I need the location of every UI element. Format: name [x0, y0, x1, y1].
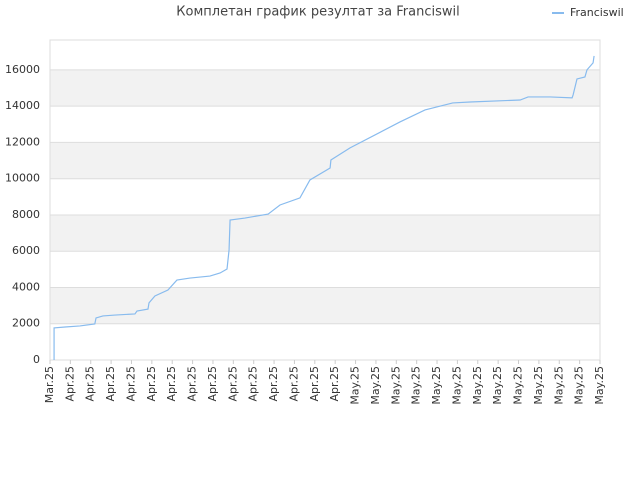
x-tick-label: Apr.25 — [226, 366, 239, 402]
y-tick-label: 8000 — [12, 208, 40, 221]
x-tick-label: Apr.25 — [165, 366, 178, 402]
x-tick-label: May.25 — [552, 366, 565, 405]
x-tick-label: May.25 — [369, 366, 382, 405]
x-tick-label: May.25 — [430, 366, 443, 405]
x-tick-label: Apr.25 — [328, 366, 341, 402]
x-tick-label: Apr.25 — [287, 366, 300, 402]
y-tick-label: 14000 — [5, 99, 40, 112]
x-tick-label: Apr.25 — [186, 366, 199, 402]
x-tick-label: Apr.25 — [63, 366, 76, 402]
data-line — [53, 55, 595, 360]
x-tick-label: Apr.25 — [84, 366, 97, 402]
x-tick-label: May.25 — [573, 366, 586, 405]
x-tick-label: May.25 — [532, 366, 545, 405]
x-tick-label: May.25 — [491, 366, 504, 405]
x-tick-label: Apr.25 — [145, 366, 158, 402]
y-tick-label: 16000 — [5, 63, 40, 76]
grid-band — [50, 323, 600, 360]
plot-border — [49, 39, 601, 361]
chart-title: Комплетан график резултат за Franciswil — [176, 5, 459, 20]
x-tick-label: May.25 — [410, 366, 423, 405]
grid-band — [50, 287, 600, 324]
x-tick-label: May.25 — [593, 366, 606, 405]
grid-band — [50, 214, 600, 252]
x-tick-label: Apr.25 — [267, 366, 280, 402]
x-tick-label: Apr.25 — [206, 366, 219, 402]
grid-band — [50, 142, 600, 179]
y-tick-label: 4000 — [12, 280, 40, 293]
y-tick-label: 10000 — [5, 172, 40, 185]
y-tick-label: 2000 — [12, 317, 40, 330]
grid-band — [50, 106, 600, 143]
x-tick-label: Apr.25 — [124, 366, 137, 402]
x-tick-label: Apr.25 — [104, 366, 117, 402]
x-tick-label: May.25 — [389, 366, 402, 405]
x-tick-label: May.25 — [471, 366, 484, 405]
grid-band — [50, 251, 600, 288]
legend-label: Franciswil — [570, 6, 624, 19]
grid-band — [50, 178, 600, 215]
x-tick-label: May.25 — [450, 366, 463, 405]
y-tick-label: 12000 — [5, 135, 40, 148]
grid-band — [50, 40, 600, 70]
x-tick-label: Apr.25 — [308, 366, 321, 402]
x-tick-label: Apr.25 — [247, 366, 260, 402]
grid-band — [50, 69, 600, 107]
x-tick-label: May.25 — [349, 366, 362, 405]
y-tick-label: 6000 — [12, 244, 40, 257]
x-tick-label: Mar.25 — [43, 366, 56, 403]
x-tick-label: May.25 — [512, 366, 525, 405]
y-tick-label: 0 — [33, 353, 40, 366]
